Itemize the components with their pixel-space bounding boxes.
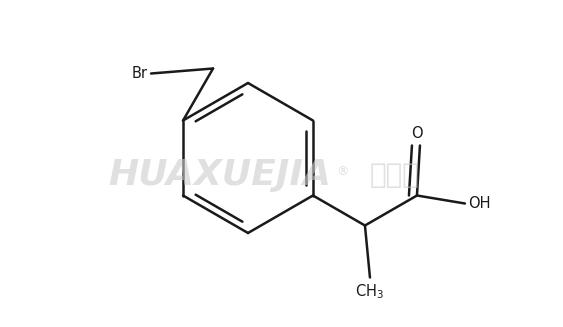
Text: ®: ®	[336, 165, 348, 179]
Text: 化学加: 化学加	[370, 161, 420, 189]
Text: OH: OH	[468, 196, 490, 211]
Text: Br: Br	[132, 66, 148, 81]
Text: O: O	[411, 126, 423, 141]
Text: HUAXUEJIA: HUAXUEJIA	[109, 158, 332, 192]
Text: CH$_3$: CH$_3$	[355, 283, 385, 301]
